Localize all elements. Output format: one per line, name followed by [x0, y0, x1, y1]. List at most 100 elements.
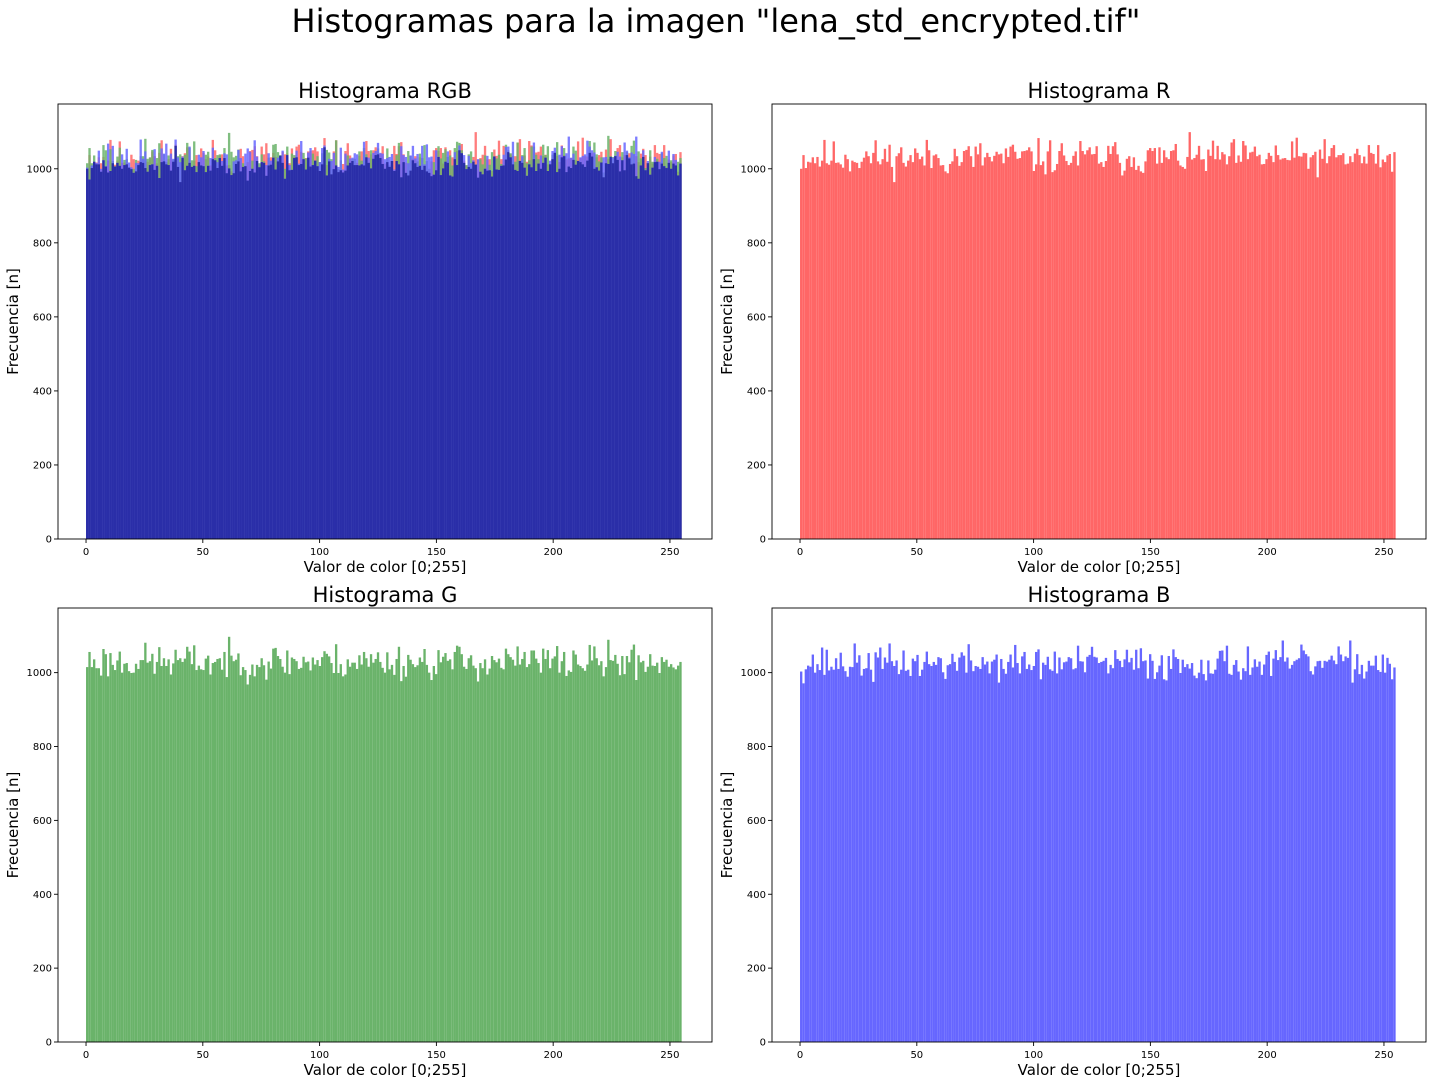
histogram-bar — [1370, 152, 1373, 539]
histogram-bar — [1028, 664, 1031, 1042]
histogram-bar — [1346, 657, 1350, 1042]
histogram-bar — [523, 651, 526, 1042]
histogram-bar — [590, 660, 594, 1042]
overlap-bar — [246, 180, 249, 540]
histogram-bar — [416, 665, 419, 1042]
histogram-bar — [1360, 664, 1364, 1042]
histogram-bar — [902, 162, 905, 539]
histogram-bar — [1104, 657, 1108, 1042]
histogram-bar — [839, 652, 842, 1042]
histogram-bar — [879, 164, 882, 540]
overlap-bar — [616, 159, 619, 539]
histogram-bar — [255, 664, 259, 1042]
overlap-bar — [255, 161, 259, 540]
histogram-bar — [518, 664, 522, 1042]
histogram-bar — [862, 157, 866, 539]
histogram-bar — [1076, 165, 1080, 539]
histogram-bar — [572, 650, 575, 1042]
overlap-bar — [330, 174, 333, 539]
histogram-bar — [1142, 661, 1145, 1042]
histogram-bar — [1132, 669, 1136, 1042]
histogram-bar — [1330, 655, 1333, 1042]
overlap-bar — [290, 169, 294, 539]
histogram-bar — [106, 676, 110, 1042]
histogram-bar — [1083, 154, 1087, 539]
histogram-bar — [1004, 673, 1008, 1042]
histogram-bar — [1039, 165, 1042, 539]
histogram-bar — [1235, 660, 1238, 1042]
overlap-bar — [360, 164, 363, 540]
bars-rgb — [86, 132, 682, 540]
histogram-bar — [916, 654, 919, 1042]
histogram-bar — [846, 159, 849, 540]
histogram-bar — [1055, 163, 1059, 539]
histogram-bar — [176, 660, 180, 1042]
histogram-bar — [1151, 660, 1154, 1042]
overlap-bar — [218, 158, 221, 539]
histogram-bar — [1214, 159, 1217, 540]
x-tick-label: 200 — [544, 1050, 563, 1061]
overlap-bar — [311, 165, 315, 539]
histogram-bar — [1360, 163, 1364, 539]
overlap-bar — [355, 165, 359, 539]
histogram-bar — [1009, 654, 1012, 1042]
overlap-bar — [495, 169, 498, 540]
overlap-bar — [514, 169, 517, 539]
histogram-bar — [1190, 159, 1194, 539]
histogram-bar — [555, 646, 559, 1042]
histogram-bar — [1011, 144, 1015, 540]
histogram-bar — [260, 658, 263, 1042]
histogram-bar — [190, 664, 194, 1042]
histogram-bar — [600, 661, 603, 1042]
histogram-bar — [567, 670, 570, 1042]
overlap-bar — [595, 167, 598, 539]
overlap-bar — [334, 165, 338, 539]
histogram-bar — [837, 162, 840, 539]
histogram-bar — [827, 164, 831, 539]
histogram-bar — [537, 663, 540, 1042]
histogram-bar — [858, 655, 861, 1042]
histogram-bar — [1118, 660, 1122, 1042]
histogram-bar — [1058, 657, 1061, 1042]
overlap-bar — [372, 158, 375, 539]
histogram-bar — [1088, 654, 1091, 1042]
histogram-bar — [897, 674, 901, 1042]
histogram-bar — [1204, 680, 1208, 1042]
histogram-bar — [848, 171, 852, 539]
histogram-bar — [237, 653, 240, 1042]
histogram-bar — [211, 663, 214, 1042]
histogram-bar — [514, 665, 517, 1042]
overlap-bar — [665, 168, 668, 539]
overlap-bar — [472, 161, 475, 540]
histogram-bar — [374, 658, 377, 1042]
histogram-bar — [1258, 661, 1261, 1042]
overlap-bar — [642, 156, 645, 539]
histogram-bar — [1149, 148, 1152, 540]
histogram-bar — [930, 665, 933, 1042]
histogram-bar — [1335, 157, 1338, 539]
histogram-bar — [497, 658, 501, 1042]
overlap-bar — [418, 165, 422, 539]
y-tick-label: 200 — [33, 964, 52, 975]
histogram-bar — [865, 151, 868, 539]
subplot-title: Histograma G — [313, 583, 458, 607]
y-tick-label: 1000 — [27, 668, 52, 679]
histogram-bar — [309, 670, 312, 1042]
histogram-bar — [1081, 151, 1084, 539]
overlap-bar — [134, 171, 138, 539]
overlap-bar — [302, 159, 305, 540]
histogram-bar — [1116, 658, 1119, 1042]
histogram-bar — [1318, 660, 1322, 1042]
histogram-bar — [123, 663, 126, 1042]
histogram-bar — [1107, 673, 1110, 1042]
x-tick-label: 150 — [427, 547, 446, 558]
overlap-bar — [660, 163, 664, 539]
histogram-bar — [1276, 155, 1280, 539]
histogram-bar — [1237, 671, 1240, 1042]
axes-frame — [771, 607, 1427, 1043]
overlap-bar — [637, 178, 640, 540]
histogram-bar — [369, 654, 373, 1042]
overlap-bar — [383, 168, 387, 539]
histogram-bar — [430, 680, 433, 1042]
overlap-bar — [483, 168, 487, 539]
